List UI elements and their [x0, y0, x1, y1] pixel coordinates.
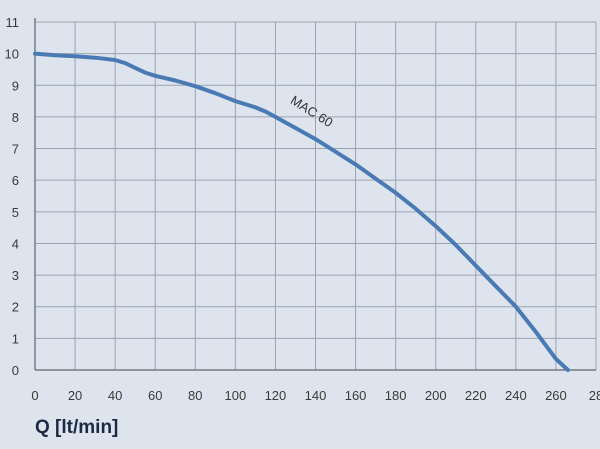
- y-tick-label: 5: [12, 205, 19, 220]
- series-line-mac-60: [33, 51, 570, 372]
- series-label: MAC 60: [288, 92, 336, 130]
- x-tick-label: 80: [188, 388, 202, 403]
- y-tick-label: 8: [12, 110, 19, 125]
- x-tick-label: 200: [425, 388, 447, 403]
- y-tick-label: 2: [12, 300, 19, 315]
- x-tick-label: 260: [545, 388, 567, 403]
- y-tick-label: 7: [12, 142, 19, 157]
- x-tick-label: 40: [108, 388, 122, 403]
- x-tick-labels: 0 20 40 60 80 100 120 140 160 180 200 220 240 260 28: [31, 388, 600, 403]
- x-tick-label: 120: [265, 388, 287, 403]
- x-tick-label: 28: [589, 388, 600, 403]
- x-tick-label: 0: [31, 388, 38, 403]
- x-tick-label: 180: [385, 388, 407, 403]
- y-tick-label: 3: [12, 268, 19, 283]
- y-tick-label: 10: [5, 47, 19, 62]
- x-tick-label: 160: [345, 388, 367, 403]
- y-tick-labels: 0 1 2 3 4 5 6 7 8 9 10 11: [5, 15, 19, 378]
- y-tick-label: 0: [12, 363, 19, 378]
- x-tick-label: 20: [68, 388, 82, 403]
- x-tick-label: 240: [505, 388, 527, 403]
- series-group: [33, 51, 570, 372]
- y-tick-label: 1: [12, 331, 19, 346]
- axes: [34, 18, 596, 371]
- x-tick-label: 140: [305, 388, 327, 403]
- grid: [35, 21, 597, 370]
- y-tick-label: 9: [12, 78, 19, 93]
- y-tick-label: 4: [12, 236, 19, 251]
- x-tick-label: 220: [465, 388, 487, 403]
- x-tick-label: 60: [148, 388, 162, 403]
- x-axis-label: Q [lt/min]: [35, 417, 118, 438]
- x-tick-label: 100: [225, 388, 247, 403]
- y-tick-label: 11: [6, 15, 20, 30]
- y-tick-label: 6: [12, 173, 19, 188]
